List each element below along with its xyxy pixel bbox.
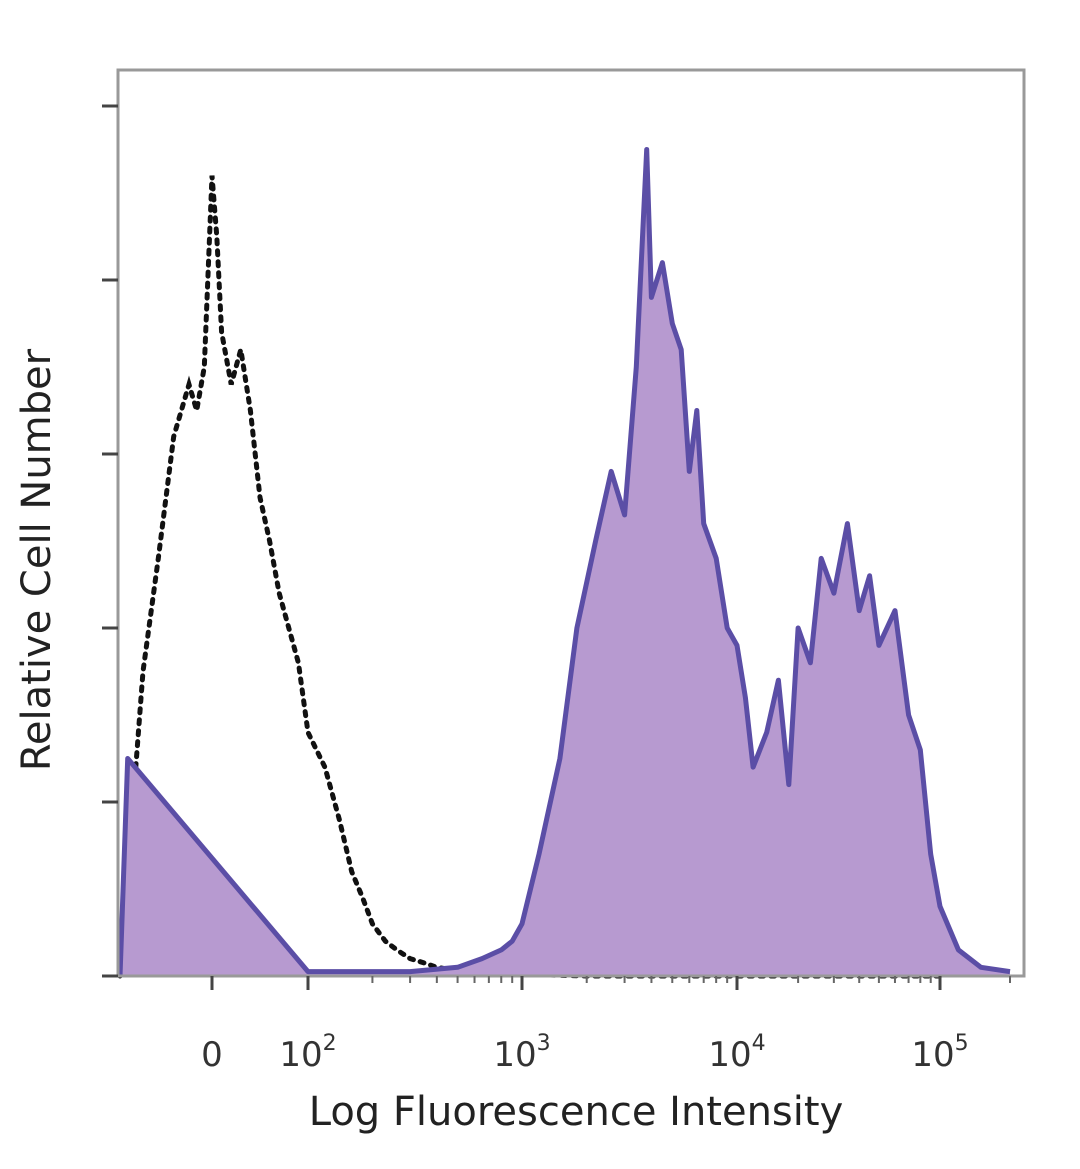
x-tick-label-4: 105 [911, 1031, 968, 1075]
plot-frame [116, 68, 1026, 978]
x-axis-title: Log Fluorescence Intensity [309, 1089, 844, 1135]
x-tick-label-2: 103 [493, 1031, 550, 1075]
x-tick-label-3: 104 [708, 1031, 765, 1075]
y-axis-title: Relative Cell Number [14, 348, 60, 771]
series-1-area [120, 149, 1010, 976]
x-tick-label-0: 0 [201, 1035, 223, 1075]
series-1-outline [117, 147, 1011, 977]
x-tick-label-1: 102 [279, 1031, 336, 1075]
